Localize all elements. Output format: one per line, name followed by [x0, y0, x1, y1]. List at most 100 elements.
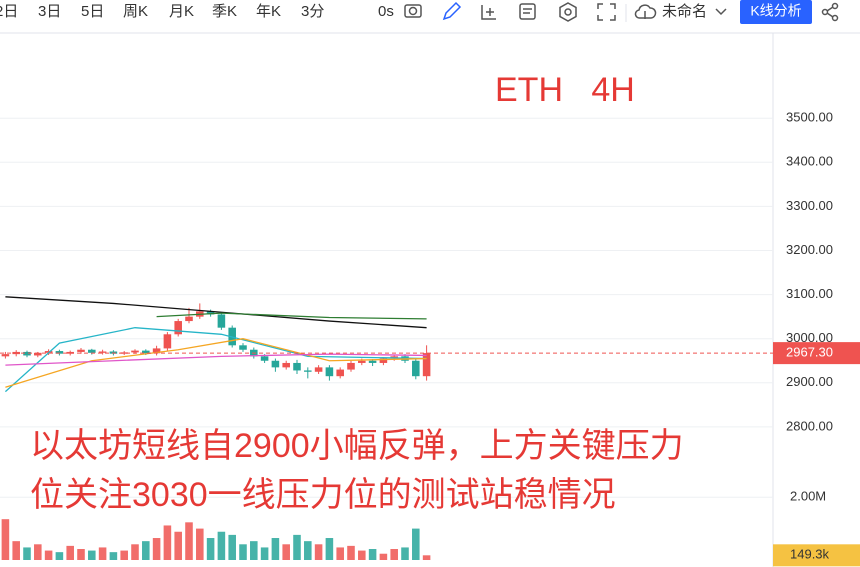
fullscreen-icon[interactable]: [597, 3, 616, 21]
volume-bar: [174, 531, 182, 560]
moving-average-line: [5, 338, 427, 388]
volume-bar: [401, 547, 409, 560]
volume-bar: [98, 547, 107, 560]
candle-body: [23, 351, 31, 356]
y-tick-label: 2900.00: [786, 374, 833, 389]
candle-body: [109, 351, 118, 354]
share-icon[interactable]: [821, 2, 839, 22]
candle-body: [55, 351, 64, 354]
candle-body: [412, 360, 420, 377]
volume-bar: [77, 549, 85, 560]
annotation-line: 位关注3030一线压力位的测试站稳情况: [30, 476, 616, 514]
y-tick-label: 3500.00: [786, 110, 833, 125]
volume-bar: [44, 550, 53, 560]
candle-body: [260, 356, 269, 361]
volume-bar: [1, 519, 10, 560]
volume-bar: [325, 538, 334, 560]
chart-title: ETH 4H: [495, 71, 635, 109]
candle-body: [88, 349, 96, 353]
candle-body: [347, 362, 355, 370]
timer[interactable]: 0s: [378, 3, 394, 20]
candle-body: [163, 334, 172, 349]
volume-bar: [347, 545, 355, 560]
volume-bar: [88, 550, 96, 560]
volume-bar: [131, 544, 139, 560]
candle-body: [185, 316, 193, 322]
volume-bar: [152, 538, 161, 560]
volume-bar: [185, 522, 193, 560]
volume-bar: [206, 538, 215, 560]
candle-body: [77, 349, 85, 352]
candle-body: [120, 352, 128, 354]
toolbar: 0s 未命名 K线分析 2日 3日 5日 周K 月K 季K 年K 3分: [0, 0, 839, 24]
data-icon[interactable]: [519, 3, 536, 20]
candle-body: [98, 351, 107, 353]
volume-bar: [422, 555, 431, 560]
volume-bar: [228, 534, 236, 560]
volume-bar: [120, 550, 128, 560]
last-volume-label: 149.3k: [790, 547, 830, 562]
volume-bar: [250, 541, 258, 560]
draw-icon[interactable]: [442, 1, 462, 21]
period-button[interactable]: 3日: [38, 3, 61, 20]
candle-body: [293, 362, 301, 371]
period-button[interactable]: 5日: [81, 3, 104, 20]
analysis-button[interactable]: K线分析: [750, 3, 801, 19]
volume-bar: [217, 531, 226, 560]
candle-body: [304, 370, 312, 372]
y-tick-label: 3100.00: [786, 286, 833, 301]
volume-tick-label: 2.00M: [790, 489, 826, 504]
period-button[interactable]: 年K: [256, 3, 281, 20]
period-button[interactable]: 月K: [169, 3, 194, 20]
candle-body: [271, 360, 280, 368]
candle-body: [239, 345, 247, 350]
period-button[interactable]: 3分: [301, 3, 324, 20]
y-tick-label: 3400.00: [786, 154, 833, 169]
candle-body: [282, 362, 290, 368]
candle-body: [131, 350, 139, 353]
candle-body: [379, 358, 388, 363]
candle-body: [325, 367, 334, 377]
volume-bar: [282, 544, 290, 560]
y-tick-label: 3300.00: [786, 198, 833, 213]
period-button[interactable]: 2日: [0, 3, 18, 20]
volume-bar: [293, 534, 301, 560]
moving-average-line: [5, 353, 427, 366]
last-price-box: [773, 342, 860, 365]
candle-body: [44, 351, 53, 353]
volume-bar: [34, 544, 42, 560]
y-tick-label: 3200.00: [786, 242, 833, 257]
add-icon[interactable]: [481, 5, 496, 20]
candle-body: [336, 369, 344, 377]
volume-bar: [390, 549, 398, 560]
moving-average-line: [4, 327, 427, 393]
last-price-label: 2967.30: [786, 345, 833, 360]
dropdown-arrow[interactable]: [715, 8, 727, 16]
analysis-button-bg[interactable]: [740, 0, 812, 24]
last-volume-box: [773, 544, 860, 567]
cloud-icon[interactable]: [634, 4, 657, 19]
volume-bar: [23, 547, 31, 560]
volume-bar: [109, 552, 118, 560]
candle-body: [217, 314, 226, 328]
candle-body: [314, 367, 323, 372]
volume-bar: [12, 541, 20, 560]
volume-bar: [368, 549, 377, 560]
candle-body: [34, 352, 42, 356]
volume-bar: [379, 553, 388, 560]
volume-bar: [196, 528, 204, 560]
candle-body: [152, 348, 161, 354]
candle-body: [1, 354, 10, 357]
annotation-line: 以太坊短线自2900小幅反弹，上方关键压力: [30, 427, 684, 465]
layout-name[interactable]: 未命名: [662, 2, 707, 20]
candle-body: [422, 353, 431, 377]
y-tick-label: 3000.00: [786, 330, 833, 345]
period-button[interactable]: 季K: [212, 3, 237, 20]
period-button[interactable]: 周K: [123, 3, 148, 20]
camera-icon[interactable]: [404, 4, 422, 18]
plot-area: 2800.00 2900.00 3000.00 3100.00 3200.00 3300.…: [0, 110, 860, 567]
y-tick-label: 2800.00: [786, 418, 833, 433]
settings-icon[interactable]: [559, 2, 577, 22]
